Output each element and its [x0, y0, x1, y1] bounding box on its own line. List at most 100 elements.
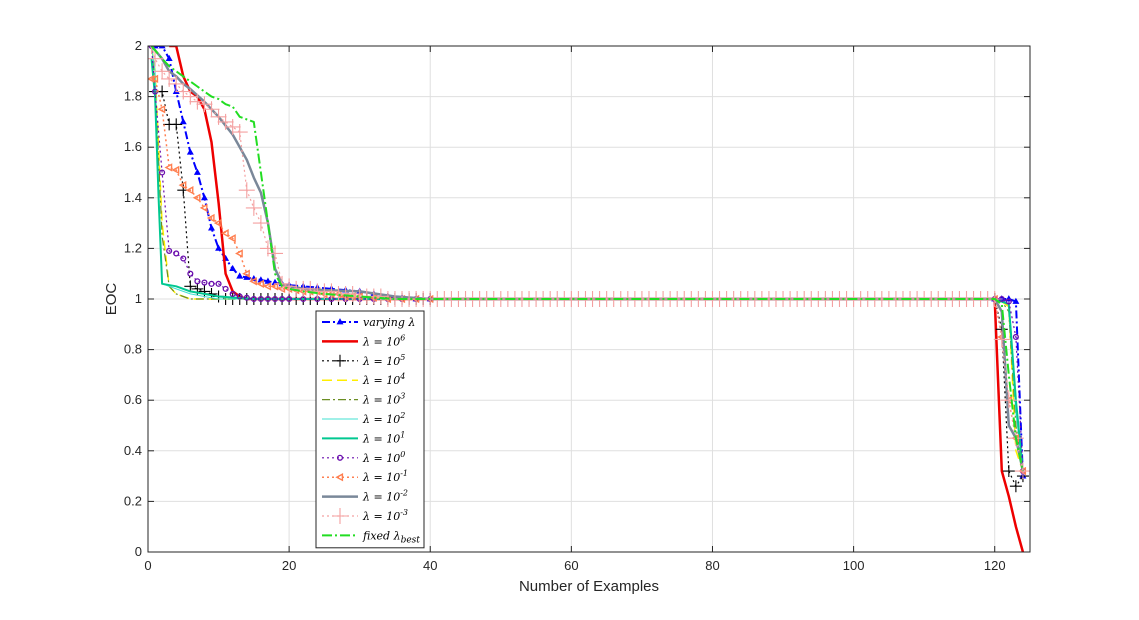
legend-label-exponent: 5	[400, 353, 405, 362]
legend-label-lambda: λ	[393, 529, 401, 542]
legend-entry: λ = 101	[322, 430, 405, 445]
legend-label-exponent: 3	[400, 392, 405, 401]
x-tick-label: 120	[984, 558, 1006, 573]
data-point	[286, 295, 293, 303]
legend-marker	[336, 454, 344, 461]
data-point	[150, 74, 159, 84]
data-point	[249, 277, 257, 286]
legend-label: fixed λbest	[362, 529, 420, 545]
series-11	[150, 46, 1024, 472]
data-point	[236, 293, 243, 300]
data-point	[256, 279, 264, 288]
legend-label-lambda: λ	[362, 413, 370, 426]
y-tick-label: 2	[135, 38, 142, 53]
y-tick-label: 1	[135, 291, 142, 306]
legend-entry: λ = 103	[322, 392, 405, 407]
legend-entry: λ = 105	[322, 353, 405, 368]
legend-label-eq: = 10	[370, 471, 400, 484]
y-tick-label: 0.8	[124, 342, 142, 357]
data-point	[227, 234, 236, 243]
data-point	[157, 105, 166, 114]
legend-label: λ = 102	[362, 411, 405, 426]
data-point	[154, 63, 171, 80]
x-axis-label: Number of Examples	[519, 578, 659, 595]
data-point	[194, 278, 201, 285]
x-tick-label: 40	[423, 558, 437, 573]
data-point	[203, 101, 220, 118]
y-tick-label: 1.8	[124, 89, 142, 104]
legend-marker	[334, 354, 346, 367]
legend-entry: λ = 10-3	[322, 508, 408, 524]
x-ticks: 0 20 40 60 80 100 120	[144, 46, 1006, 573]
data-point	[1000, 392, 1017, 409]
x-tick-label: 0	[144, 558, 151, 573]
data-point	[257, 295, 264, 303]
legend-label-eq: = 10	[370, 394, 400, 407]
data-point	[323, 283, 340, 300]
legend-label: varying λ	[363, 316, 415, 329]
y-tick-label: 0.2	[124, 493, 142, 508]
legend-label-lambda: λ	[362, 394, 370, 407]
data-point	[171, 165, 180, 175]
legend-label-base: fixed	[362, 529, 394, 542]
series-line	[150, 46, 1024, 472]
data-point	[264, 277, 272, 284]
legend-label: λ = 105	[362, 353, 405, 368]
legend-label-eq: = 10	[370, 491, 400, 504]
legend-entry: λ = 104	[322, 372, 405, 387]
data-point	[1009, 480, 1022, 493]
data-point	[180, 255, 187, 262]
data-point	[193, 168, 201, 175]
data-point	[1012, 297, 1020, 304]
legend-label-lambda: λ	[362, 452, 370, 465]
y-tick-label: 1.2	[124, 240, 142, 255]
legend-label: λ = 10-3	[362, 508, 408, 523]
legend-label-lambda: λ	[362, 374, 370, 387]
data-point	[279, 295, 286, 303]
data-point	[185, 186, 194, 195]
y-ticks: 0 0.2 0.4 0.6 0.8 1 1.2 1.4 1.6 1.8 2	[124, 38, 1030, 559]
legend-entry: λ = 106	[322, 333, 405, 348]
data-point	[213, 218, 222, 228]
series-layer	[148, 46, 1030, 552]
data-point	[178, 180, 187, 190]
legend-marker	[336, 318, 344, 325]
legend-label: λ = 104	[362, 372, 405, 387]
data-point	[165, 54, 173, 62]
data-point	[220, 229, 229, 238]
data-point	[1012, 333, 1019, 341]
data-point	[372, 288, 389, 305]
legend-label-base: varying	[363, 316, 408, 329]
legend-label-exponent: -2	[400, 489, 408, 498]
legend-label-lambda: λ	[362, 510, 370, 523]
data-point	[198, 285, 211, 298]
legend-entry: varying λ	[322, 316, 415, 329]
data-point	[215, 280, 222, 287]
data-point	[252, 215, 269, 232]
data-point	[250, 295, 257, 303]
x-tick-label: 60	[564, 558, 578, 573]
data-point	[215, 244, 223, 251]
data-point	[208, 280, 215, 287]
data-point	[170, 118, 183, 131]
data-point	[187, 270, 194, 277]
data-point	[164, 163, 173, 172]
y-tick-label: 0.6	[124, 392, 142, 407]
data-point	[235, 249, 243, 258]
data-point	[201, 279, 208, 286]
data-point	[231, 124, 248, 141]
legend-entry: λ = 10-1	[322, 469, 408, 484]
data-point	[168, 75, 185, 92]
legend-marker	[335, 473, 344, 482]
data-point	[1014, 463, 1030, 480]
data-point	[206, 213, 215, 223]
data-point	[1002, 465, 1015, 478]
legend-label-eq: = 10	[370, 355, 400, 368]
legend-entry: λ = 102	[322, 411, 405, 426]
data-point	[186, 148, 194, 155]
y-axis-label: EOC	[103, 283, 120, 316]
legend-label-exponent: -1	[400, 469, 408, 478]
data-point	[148, 46, 160, 54]
x-tick-label: 100	[843, 558, 865, 573]
